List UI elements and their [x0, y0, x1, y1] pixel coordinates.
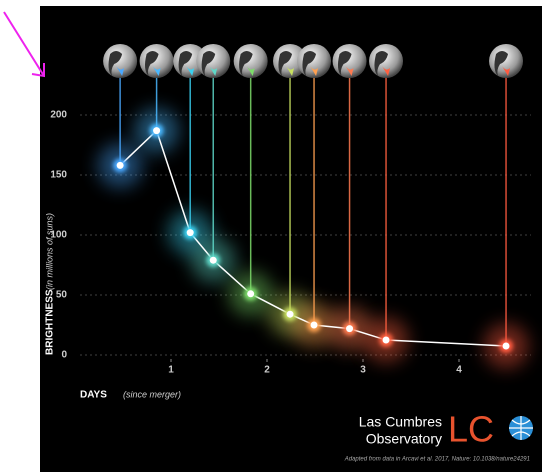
point [116, 161, 124, 169]
globe [103, 44, 138, 78]
globe-land [108, 51, 123, 76]
globe-land [145, 51, 159, 76]
globe [196, 44, 231, 78]
point [382, 336, 390, 344]
arrow-head [31, 63, 45, 78]
globe [297, 44, 332, 78]
globe [273, 44, 308, 78]
globe-body [103, 44, 138, 78]
line [119, 129, 507, 347]
arrow [3, 11, 45, 77]
globe-land [239, 51, 253, 76]
y-tick-label: 50 [56, 290, 68, 301]
panel [40, 6, 542, 472]
globe-mark [502, 66, 511, 76]
x-tick-label: 3 [360, 365, 366, 376]
point [247, 290, 255, 298]
logo-globe [509, 416, 533, 440]
y-tick-label: 200 [50, 110, 67, 121]
globe-mark [310, 66, 319, 76]
globe-mark [116, 66, 125, 76]
globe-mark [186, 66, 195, 76]
globe-body [332, 44, 367, 78]
globe-body [196, 44, 231, 78]
x-tick-label: 1 [168, 365, 174, 376]
y-tick-label: 100 [50, 230, 67, 241]
globe-body [489, 44, 524, 78]
point [209, 256, 217, 264]
x-label-note: (since merger) [123, 389, 181, 399]
globe [332, 44, 367, 78]
globe [489, 44, 524, 78]
org-name: Observatory [366, 431, 442, 447]
point [286, 310, 294, 318]
globe [369, 44, 404, 78]
globe-land [278, 51, 293, 76]
globe-land [178, 51, 193, 76]
org-name: Las Cumbres [359, 414, 442, 430]
globe-body [139, 44, 174, 78]
point [346, 325, 354, 333]
globe-mark [382, 66, 391, 76]
globe-mark [345, 66, 354, 76]
y-tick-label: 0 [61, 350, 67, 361]
x-tick-label: 2 [264, 365, 270, 376]
globe-mark [209, 66, 218, 76]
globe-body [369, 44, 404, 78]
point [186, 229, 194, 237]
globe [139, 44, 174, 78]
globe-body [233, 44, 268, 78]
plot: 0 50 100 150 200 1 2 3 4 [50, 44, 531, 376]
logo-text: LC [448, 409, 494, 450]
globe-land [494, 51, 509, 76]
globe-mark [152, 66, 161, 76]
point [153, 127, 161, 135]
globe-body [297, 44, 332, 78]
point [502, 342, 510, 350]
globe-land [201, 51, 216, 76]
x-tick-label: 4 [456, 365, 462, 376]
globe [233, 44, 268, 78]
globe-land [337, 51, 352, 76]
x-label: DAYS [80, 390, 107, 401]
point [310, 321, 318, 329]
y-label: BRIGHTNESS [45, 289, 56, 355]
globe-mark [286, 66, 295, 76]
y-tick-label: 150 [50, 170, 67, 181]
globe-land [374, 51, 389, 76]
credit: Adapted from data in Arcavi et al. 2017,… [344, 457, 530, 463]
globe-land [302, 51, 317, 76]
y-label-note: (in millions of suns) [44, 213, 54, 290]
globe-mark [246, 66, 255, 76]
